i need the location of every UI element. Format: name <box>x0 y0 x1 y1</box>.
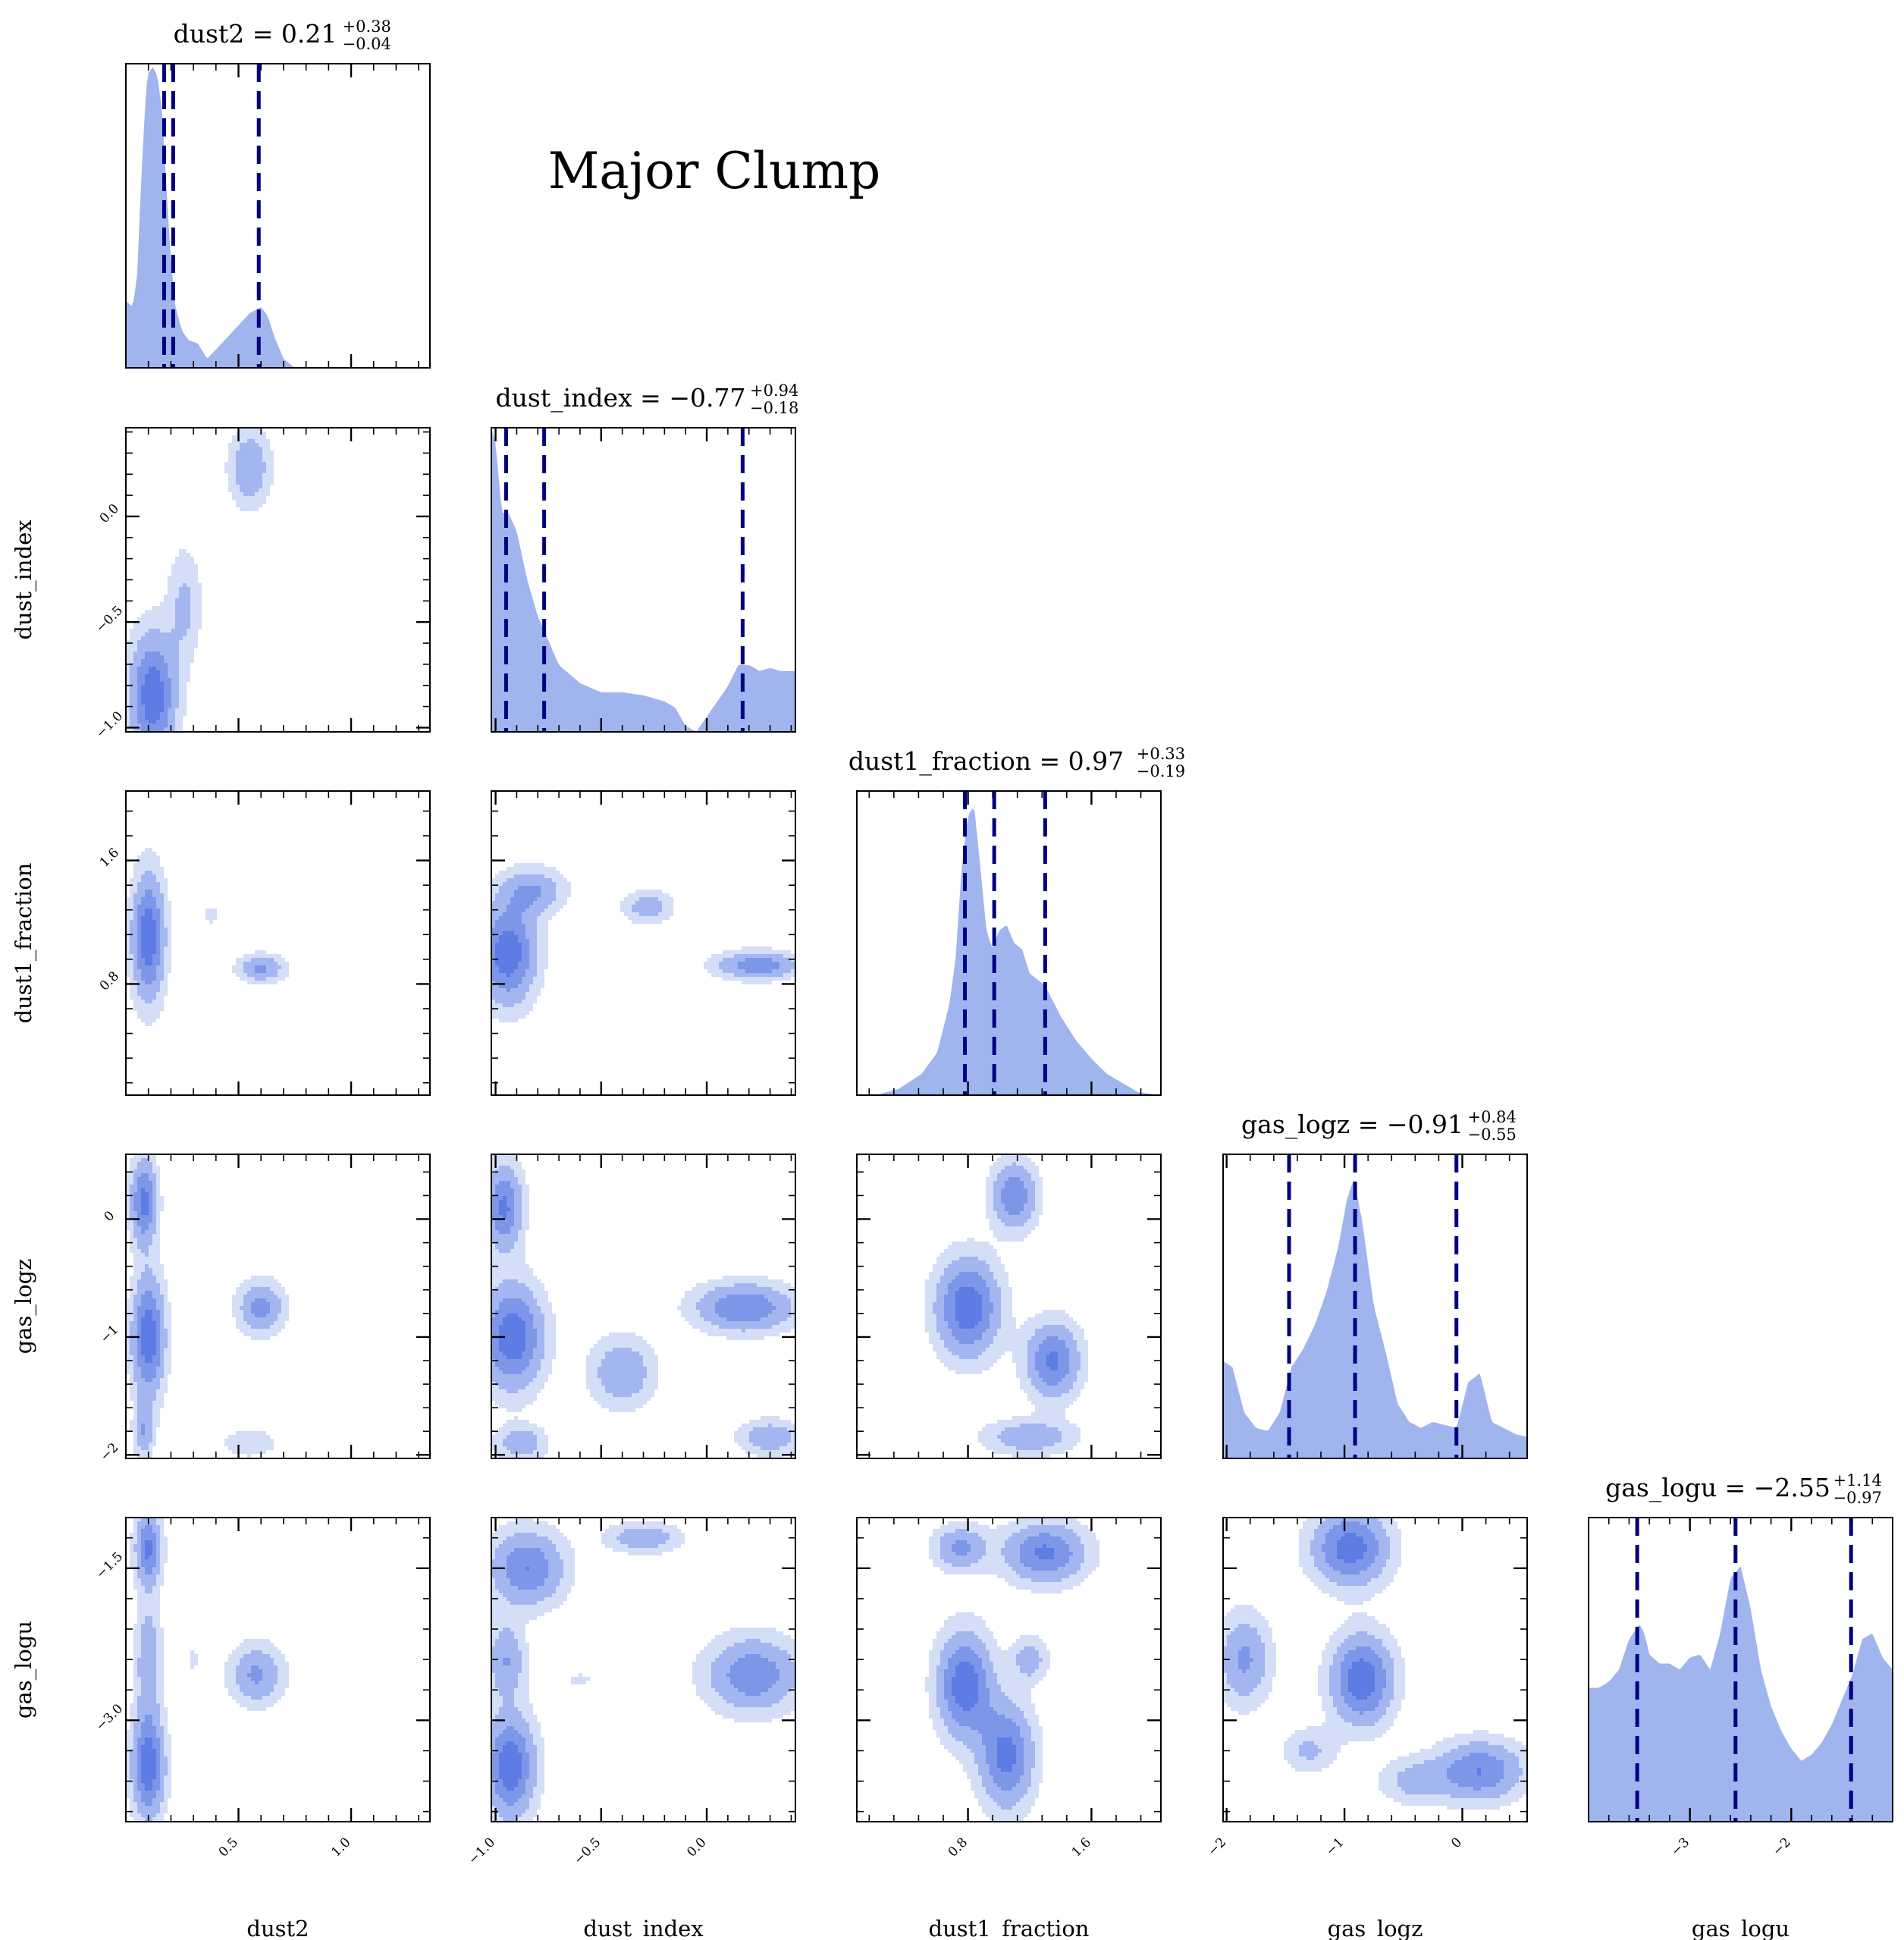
contour-level-3 <box>141 1188 156 1363</box>
corner-panels: dust2 = 0.21 +0.38−0.04 dust_index = −0.77… <box>11 17 1893 1940</box>
hist-panel-gas_logu: gas_logu = −2.55 +1.14−0.97 <box>1588 1471 1893 1822</box>
x-tick-label-gas_logz: −2 <box>1205 1835 1229 1859</box>
contour-panel-dust2-gas_logu <box>125 1517 431 1822</box>
pair-dust1_fraction-gas_logz-frame <box>856 1154 1162 1459</box>
x-tick-label-dust1_fraction: 0.8 <box>946 1835 971 1860</box>
contour-level-1 <box>130 871 281 1003</box>
figure-title: Major Clump <box>548 142 881 200</box>
title-minus-gas_logz: −0.55 <box>1468 1125 1517 1144</box>
title-minus-gas_logu: −0.97 <box>1833 1489 1882 1507</box>
title-minus-dust_index: −0.18 <box>750 399 798 417</box>
y-tick-label-gas_logu: −1.5 <box>93 1549 126 1582</box>
title-minus-dust1_fraction: −0.19 <box>1137 762 1185 780</box>
x-axis-label-dust2: dust2 <box>246 1916 309 1940</box>
contour-level-2 <box>491 886 779 992</box>
contour-panel-dust1_fraction-gas_logz <box>856 1154 1162 1459</box>
contour-level-0 <box>126 1154 289 1458</box>
contour-level-2 <box>944 1177 1069 1386</box>
title-plus-gas_logu: +1.14 <box>1833 1471 1882 1490</box>
contour-panel-dust2-gas_logz <box>125 1154 431 1459</box>
contour-level-3 <box>141 667 164 724</box>
contour-panel-dust2-dust_index <box>125 427 431 733</box>
contour-level-3 <box>1337 1533 1481 1775</box>
x-axis-label-dust1_fraction: dust1_fraction <box>929 1916 1090 1940</box>
x-tick-label-gas_logu: −3 <box>1668 1835 1692 1859</box>
pair-dust2-gas_logu-frame <box>125 1517 431 1822</box>
contour-level-2 <box>1238 1521 1504 1791</box>
kde-area-dust1_fraction <box>857 808 1161 1095</box>
y-axis-label-dust1_fraction: dust1_fraction <box>11 863 37 1024</box>
y-tick-label-gas_logz: −2 <box>98 1440 122 1464</box>
kde-area-dust_index <box>491 428 795 732</box>
x-tick-label-gas_logz: −1 <box>1323 1835 1347 1859</box>
y-tick-label-gas_logz: −1 <box>98 1322 122 1346</box>
contour-level-2 <box>491 1548 779 1806</box>
contour-level-3 <box>499 1567 529 1791</box>
title-plus-dust1_fraction: +0.33 <box>1137 745 1185 763</box>
x-tick-label-gas_logz: 0 <box>1448 1835 1465 1851</box>
contour-panel-dust_index-gas_logz <box>491 1154 796 1459</box>
kde-area-gas_logu <box>1589 1566 1893 1822</box>
hist-panel-dust1_fraction: dust1_fraction = 0.97 +0.33−0.19 <box>848 745 1185 1096</box>
y-tick-label-dust_index: 0.0 <box>97 501 122 526</box>
contour-panel-gas_logz-gas_logu <box>1222 1517 1528 1822</box>
y-tick-label-gas_logu: −3.0 <box>93 1701 126 1734</box>
contour-panel-dust_index-dust1_fraction <box>491 790 796 1096</box>
kde-area-dust2 <box>126 67 430 368</box>
title-plus-gas_logz: +0.84 <box>1468 1108 1517 1126</box>
title-plus-dust_index: +0.94 <box>750 381 798 400</box>
contour-level-2 <box>944 1533 1073 1791</box>
y-tick-label-dust1_fraction: 1.6 <box>97 845 122 870</box>
x-tick-label-dust1_fraction: 1.6 <box>1069 1835 1094 1860</box>
title-gas_logu: gas_logu = −2.55 <box>1605 1473 1830 1503</box>
x-axis-label-gas_logz: gas_logz <box>1328 1916 1423 1940</box>
contour-panel-dust_index-gas_logu <box>491 1517 796 1822</box>
hist-dust1_fraction-frame <box>856 790 1162 1096</box>
x-tick-label-gas_logu: −2 <box>1770 1835 1794 1859</box>
kde-area-gas_logz <box>1223 1180 1527 1458</box>
contour-level-3 <box>141 909 156 965</box>
hist-gas_logu-frame <box>1588 1517 1893 1822</box>
hist-panel-gas_logz: gas_logz = −0.91 +0.84−0.55 <box>1222 1108 1528 1459</box>
contour-panel-dust1_fraction-gas_logu <box>856 1517 1162 1822</box>
contour-level-2 <box>137 890 266 984</box>
x-axis-label-gas_logu: gas_logu <box>1692 1916 1790 1940</box>
x-axis-label-dust_index: dust_index <box>583 1916 703 1940</box>
pair-dust2-dust1_fraction-frame <box>125 790 431 1096</box>
contour-level-1 <box>936 1525 1084 1810</box>
title-minus-dust2: −0.04 <box>343 35 391 53</box>
hist-gas_logz-frame <box>1222 1154 1528 1459</box>
x-tick-label-dust_index: −0.5 <box>571 1835 604 1867</box>
hist-panel-dust_index: dust_index = −0.77 +0.94−0.18 <box>491 381 798 733</box>
title-dust2: dust2 = 0.21 <box>174 19 337 49</box>
title-plus-dust2: +0.38 <box>343 17 391 36</box>
contour-level-0 <box>126 848 289 1026</box>
y-axis-label-gas_logz: gas_logz <box>11 1259 37 1355</box>
y-axis-label-gas_logu: gas_logu <box>11 1621 37 1719</box>
pair-gas_logz-gas_logu-frame <box>1222 1517 1528 1822</box>
y-tick-label-dust_index: −0.5 <box>93 603 126 636</box>
pair-dust2-gas_logz-frame <box>125 1154 431 1459</box>
hist-dust2-frame <box>125 63 431 369</box>
title-gas_logz: gas_logz = −0.91 <box>1241 1110 1463 1140</box>
contour-level-3 <box>499 1196 525 1359</box>
x-tick-label-dust2: 0.5 <box>216 1835 241 1860</box>
pair-dust1_fraction-gas_logu-frame <box>856 1517 1162 1822</box>
y-tick-label-dust1_fraction: 0.8 <box>97 968 122 994</box>
contour-level-3 <box>495 931 522 977</box>
contour-level-3 <box>955 1287 1058 1370</box>
contour-level-3 <box>141 1540 156 1791</box>
x-tick-label-dust_index: −1.0 <box>466 1835 498 1867</box>
x-tick-label-dust2: 1.0 <box>328 1835 353 1860</box>
title-dust1_fraction: dust1_fraction = 0.97 <box>848 746 1124 777</box>
contour-level-0 <box>126 1518 289 1822</box>
y-axis-label-dust_index: dust_index <box>11 520 37 639</box>
hist-panel-dust2: dust2 = 0.21 +0.38−0.04 <box>125 17 431 369</box>
x-tick-label-dust_index: 0.0 <box>684 1835 709 1860</box>
y-tick-label-dust_index: −1.0 <box>93 708 126 741</box>
contour-panel-dust2-dust1_fraction <box>125 790 431 1096</box>
title-dust_index: dust_index = −0.77 <box>496 383 746 413</box>
y-tick-label-gas_logz: 0 <box>102 1208 118 1225</box>
